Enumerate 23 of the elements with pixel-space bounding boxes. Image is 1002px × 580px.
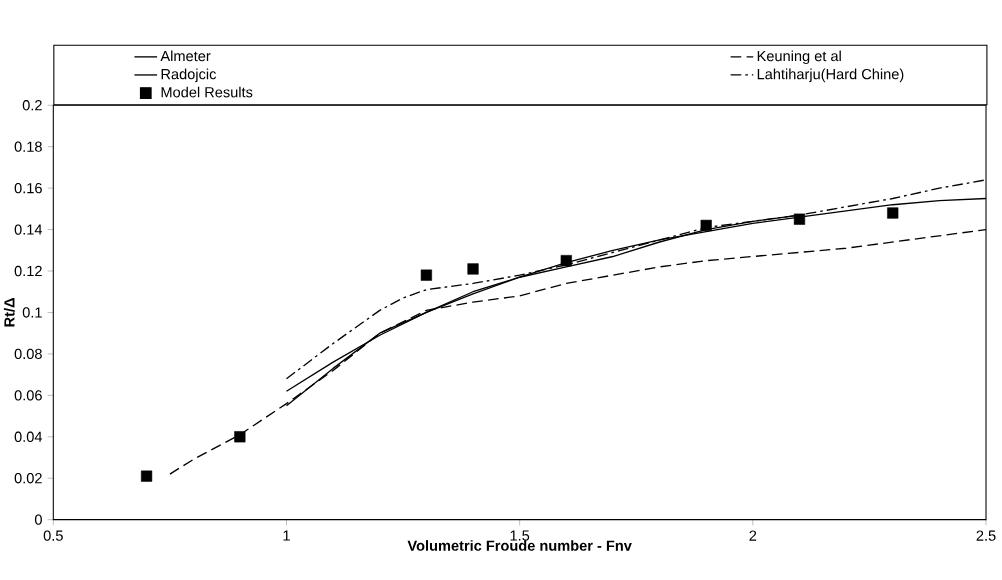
legend-label: Lahtiharju(Hard Chine): [757, 68, 904, 83]
y-tick-label: 0.04: [14, 431, 43, 443]
y-tick-label: 0.02: [14, 473, 42, 484]
y-tick-label: 0.14: [14, 224, 43, 235]
x-tick-label: 1: [283, 530, 290, 541]
y-axis-title: Rt/Δ: [3, 298, 15, 327]
x-tick-label: 0.5: [43, 530, 63, 541]
x-axis-title: Volumetric Froude number - Fnv: [407, 540, 632, 552]
legend-label: Keuning et al: [757, 50, 841, 65]
y-tick-label: 0.1: [22, 307, 42, 318]
legend-label: Model Results: [161, 86, 253, 98]
y-tick-label: 0.06: [14, 390, 42, 401]
y-tick-label: 0.12: [14, 266, 42, 277]
legend-label: Radojcic: [161, 68, 217, 83]
y-tick-label: 0.08: [14, 348, 42, 360]
y-tick-label: 0.2: [22, 100, 42, 111]
x-tick-label: 2.5: [976, 530, 996, 541]
y-tick-label: 0: [34, 514, 42, 526]
x-tick-label: 1.5: [510, 530, 530, 541]
y-tick-label: 0.16: [14, 183, 42, 194]
y-tick-label: 0.18: [14, 141, 42, 153]
x-tick-label: 2: [749, 530, 757, 541]
legend-label: Almeter: [160, 50, 211, 62]
